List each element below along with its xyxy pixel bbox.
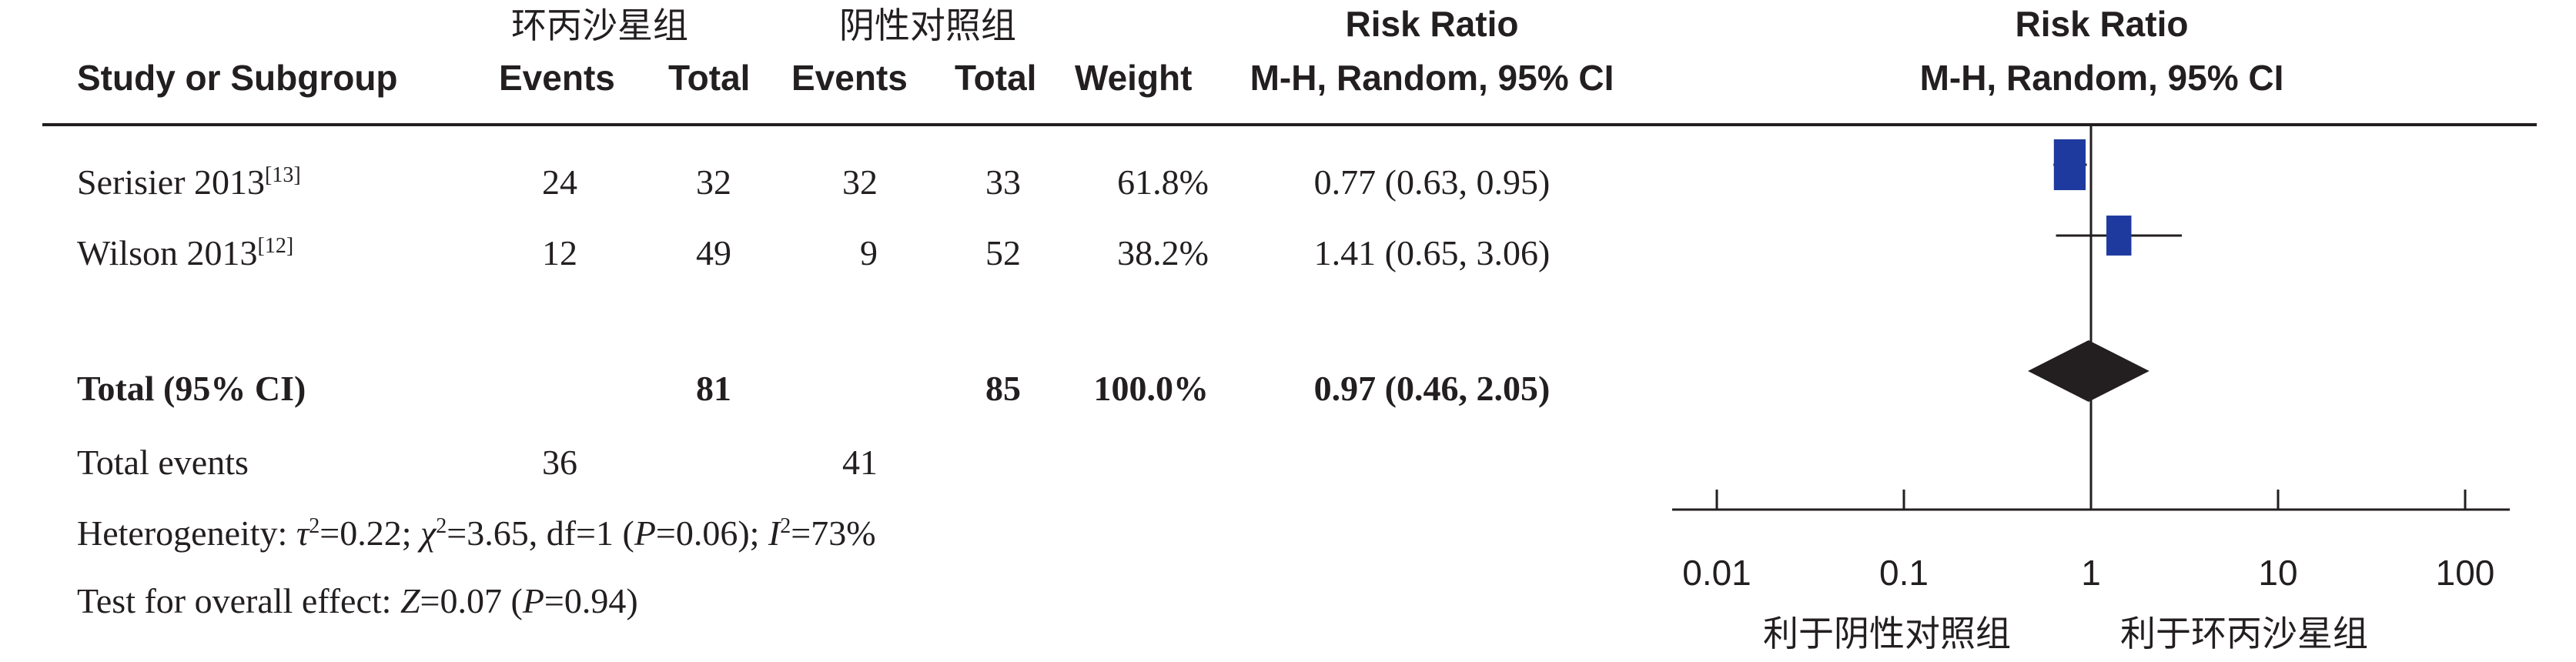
- study-effect-marker: [2053, 139, 2086, 191]
- total2-column-header: Total: [955, 58, 1037, 98]
- study-name-text: Serisier 2013: [77, 162, 266, 202]
- favours-control-label: 利于阴性对照组: [1763, 613, 2011, 654]
- study-events2: 9: [860, 233, 878, 272]
- favours-experimental-label: 利于环丙沙星组: [2120, 613, 2368, 654]
- overall-prefix: Test for overall effect:: [77, 581, 400, 620]
- x-tick-label: 1: [2081, 553, 2101, 593]
- heterogeneity-text: Heterogeneity: τ2=0.22; χ2=3.65, df=1 (P…: [77, 513, 876, 553]
- events1-column-header: Events: [499, 58, 615, 98]
- experimental-group-label: 环丙沙星组: [511, 5, 688, 46]
- study-total1: 49: [696, 233, 731, 272]
- study-ci: 0.77 (0.63, 0.95): [1313, 162, 1551, 202]
- i-value: =73%: [791, 513, 876, 553]
- study-column-header: Study or Subgroup: [77, 58, 398, 98]
- p-symbol: P: [522, 581, 544, 620]
- study-effect-marker: [2106, 216, 2132, 256]
- weight-column-header: Weight: [1075, 58, 1193, 98]
- plot-method: M-H, Random, 95% CI: [1919, 58, 2284, 98]
- total-weight: 100.0%: [1093, 369, 1209, 408]
- x-tick-label: 100: [2436, 553, 2495, 593]
- header-rule: [42, 123, 2537, 126]
- pooled-effect-diamond: [2028, 340, 2149, 402]
- study-weight: 61.8%: [1117, 162, 1209, 202]
- tau-symbol: τ: [296, 513, 309, 553]
- study-total2: 52: [985, 233, 1021, 272]
- total-events-label: Total events: [77, 443, 249, 482]
- p-value: =0.94): [544, 581, 638, 620]
- total1-column-header: Total: [668, 58, 751, 98]
- control-group-label: 阴性对照组: [839, 5, 1016, 46]
- heterogeneity-prefix: Heterogeneity:: [77, 513, 296, 553]
- total-total1: 81: [696, 369, 731, 408]
- total-events2: 41: [842, 443, 878, 482]
- plot-title: Risk Ratio: [2015, 4, 2189, 44]
- total-label: Total (95% CI): [77, 369, 306, 408]
- study-ci: 1.41 (0.65, 3.06): [1313, 233, 1551, 272]
- study-name-wilson: Wilson 2013[12]: [77, 236, 293, 271]
- study-events2: 32: [842, 162, 878, 202]
- x-tick-label: 0.1: [1879, 553, 1929, 593]
- p-value: =0.06);: [655, 513, 768, 553]
- study-name-text: Wilson 2013: [77, 233, 258, 272]
- total-total2: 85: [985, 369, 1021, 408]
- total-ci: 0.97 (0.46, 2.05): [1313, 369, 1551, 408]
- x-tick-label: 0.01: [1682, 553, 1751, 593]
- p-symbol: P: [634, 513, 656, 553]
- events2-column-header: Events: [791, 58, 908, 98]
- z-symbol: Z: [400, 581, 420, 620]
- study-ref: [12]: [257, 234, 294, 258]
- overall-effect-text: Test for overall effect: Z=0.07 (P=0.94): [77, 583, 638, 619]
- total-events1: 36: [542, 443, 577, 482]
- risk-ratio-column-title: Risk Ratio: [1345, 4, 1519, 44]
- study-total2: 33: [985, 162, 1021, 202]
- chi-symbol: χ: [420, 513, 437, 553]
- i-symbol: I: [768, 513, 781, 553]
- chi-value: =3.65, df=1 (: [447, 513, 634, 553]
- study-events1: 24: [542, 162, 577, 202]
- study-name-serisier: Serisier 2013[13]: [77, 165, 301, 200]
- study-events1: 12: [542, 233, 577, 272]
- z-value: =0.07 (: [420, 581, 523, 620]
- x-tick-label: 10: [2258, 553, 2297, 593]
- risk-ratio-column-method: M-H, Random, 95% CI: [1250, 58, 1614, 98]
- study-total1: 32: [696, 162, 731, 202]
- tau-value: =0.22;: [319, 513, 421, 553]
- study-ref: [13]: [265, 163, 301, 187]
- study-weight: 38.2%: [1117, 233, 1209, 272]
